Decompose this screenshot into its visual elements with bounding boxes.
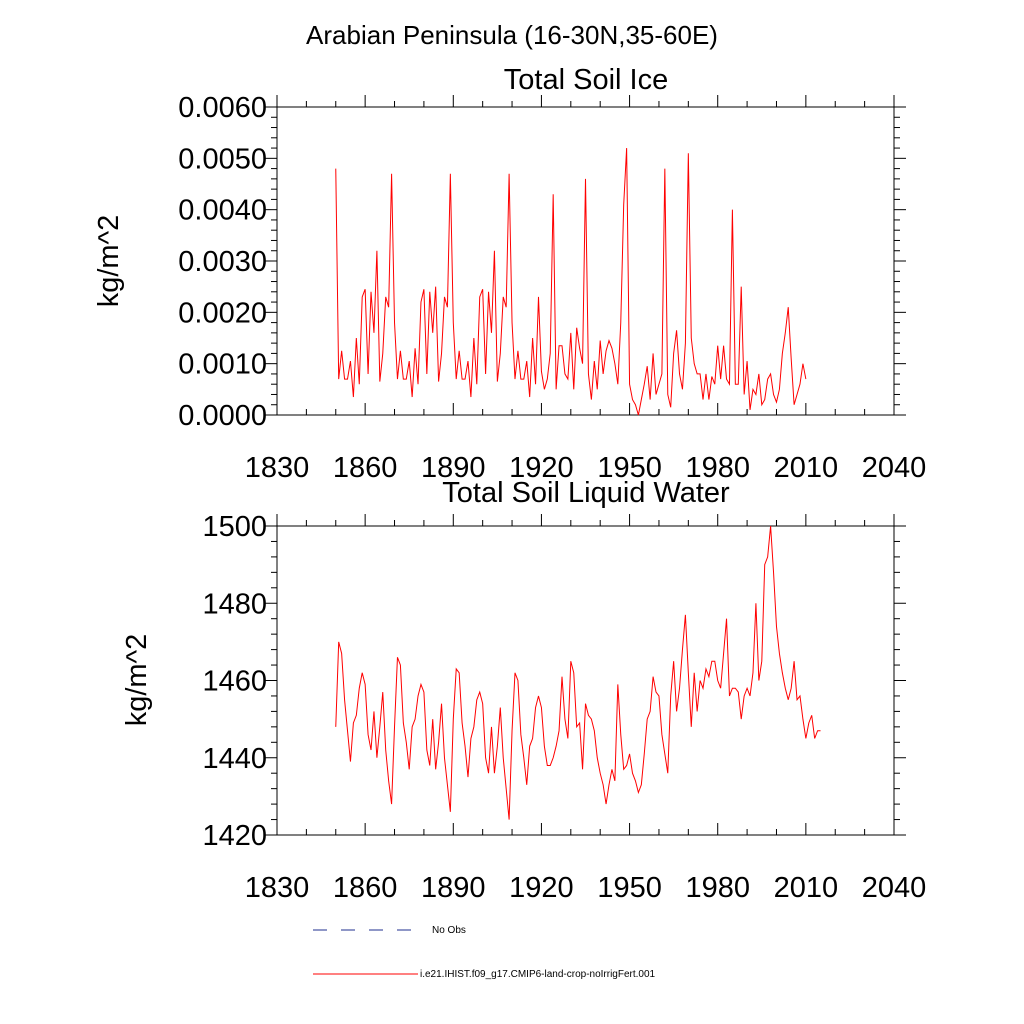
legend-label-no-obs: No Obs bbox=[432, 925, 466, 936]
x-tick-label: 1890 bbox=[421, 872, 486, 904]
y-tick-label: 1460 bbox=[202, 666, 267, 698]
x-tick-label: 1980 bbox=[685, 452, 750, 484]
y-tick-label: 1480 bbox=[202, 588, 267, 620]
x-tick-label: 1860 bbox=[333, 452, 398, 484]
x-tick-label: 1830 bbox=[245, 872, 310, 904]
x-tick-label: 1890 bbox=[421, 452, 486, 484]
y-tick-label: 0.0060 bbox=[178, 92, 267, 124]
y-tick-label: 0.0020 bbox=[178, 297, 267, 329]
figure-suptitle: Arabian Peninsula (16-30N,35-60E) bbox=[306, 20, 718, 50]
x-tick-label: 2040 bbox=[862, 452, 927, 484]
x-tick-label: 2010 bbox=[774, 452, 839, 484]
y-tick-label: 1420 bbox=[202, 820, 267, 852]
chart-panel-soil-ice: Total Soil Ice kg/m^2 1830 1860 1890 1920 19… bbox=[93, 64, 926, 484]
x-tick-label: 1950 bbox=[597, 872, 662, 904]
legend: No Obs i.e21.IHIST.f09_g17.CMIP6-land-cr… bbox=[313, 925, 656, 980]
chart-panel-soil-liquid-water: Total Soil Liquid Water kg/m^2 1830 1860 1… bbox=[121, 477, 926, 904]
x-tick-label: 1860 bbox=[333, 872, 398, 904]
y-tick-label: 0.0000 bbox=[178, 400, 267, 432]
plot-frame bbox=[276, 106, 895, 416]
series-line bbox=[335, 525, 821, 820]
series-line bbox=[335, 148, 807, 416]
y-tick-label: 0.0010 bbox=[178, 349, 267, 381]
plot-frame bbox=[276, 525, 895, 836]
x-tick-label: 1980 bbox=[685, 872, 750, 904]
legend-label-model: i.e21.IHIST.f09_g17.CMIP6-land-crop-noIr… bbox=[420, 969, 656, 980]
y-tick-label: 1440 bbox=[202, 743, 267, 775]
y-tick-label: 0.0030 bbox=[178, 246, 267, 278]
y-axis-label: kg/m^2 bbox=[93, 215, 125, 308]
x-tick-label: 1950 bbox=[597, 452, 662, 484]
chart-title: Total Soil Ice bbox=[504, 64, 668, 96]
x-tick-label: 2010 bbox=[774, 872, 839, 904]
x-tick-label: 1830 bbox=[245, 452, 310, 484]
x-tick-label: 1920 bbox=[509, 452, 574, 484]
y-tick-label: 1500 bbox=[202, 511, 267, 543]
x-tick-label: 1920 bbox=[509, 872, 574, 904]
y-tick-label: 0.0050 bbox=[178, 143, 267, 175]
y-axis-label: kg/m^2 bbox=[121, 634, 153, 727]
x-tick-label: 2040 bbox=[862, 872, 927, 904]
y-tick-label: 0.0040 bbox=[178, 195, 267, 227]
chart-title: Total Soil Liquid Water bbox=[442, 477, 730, 509]
